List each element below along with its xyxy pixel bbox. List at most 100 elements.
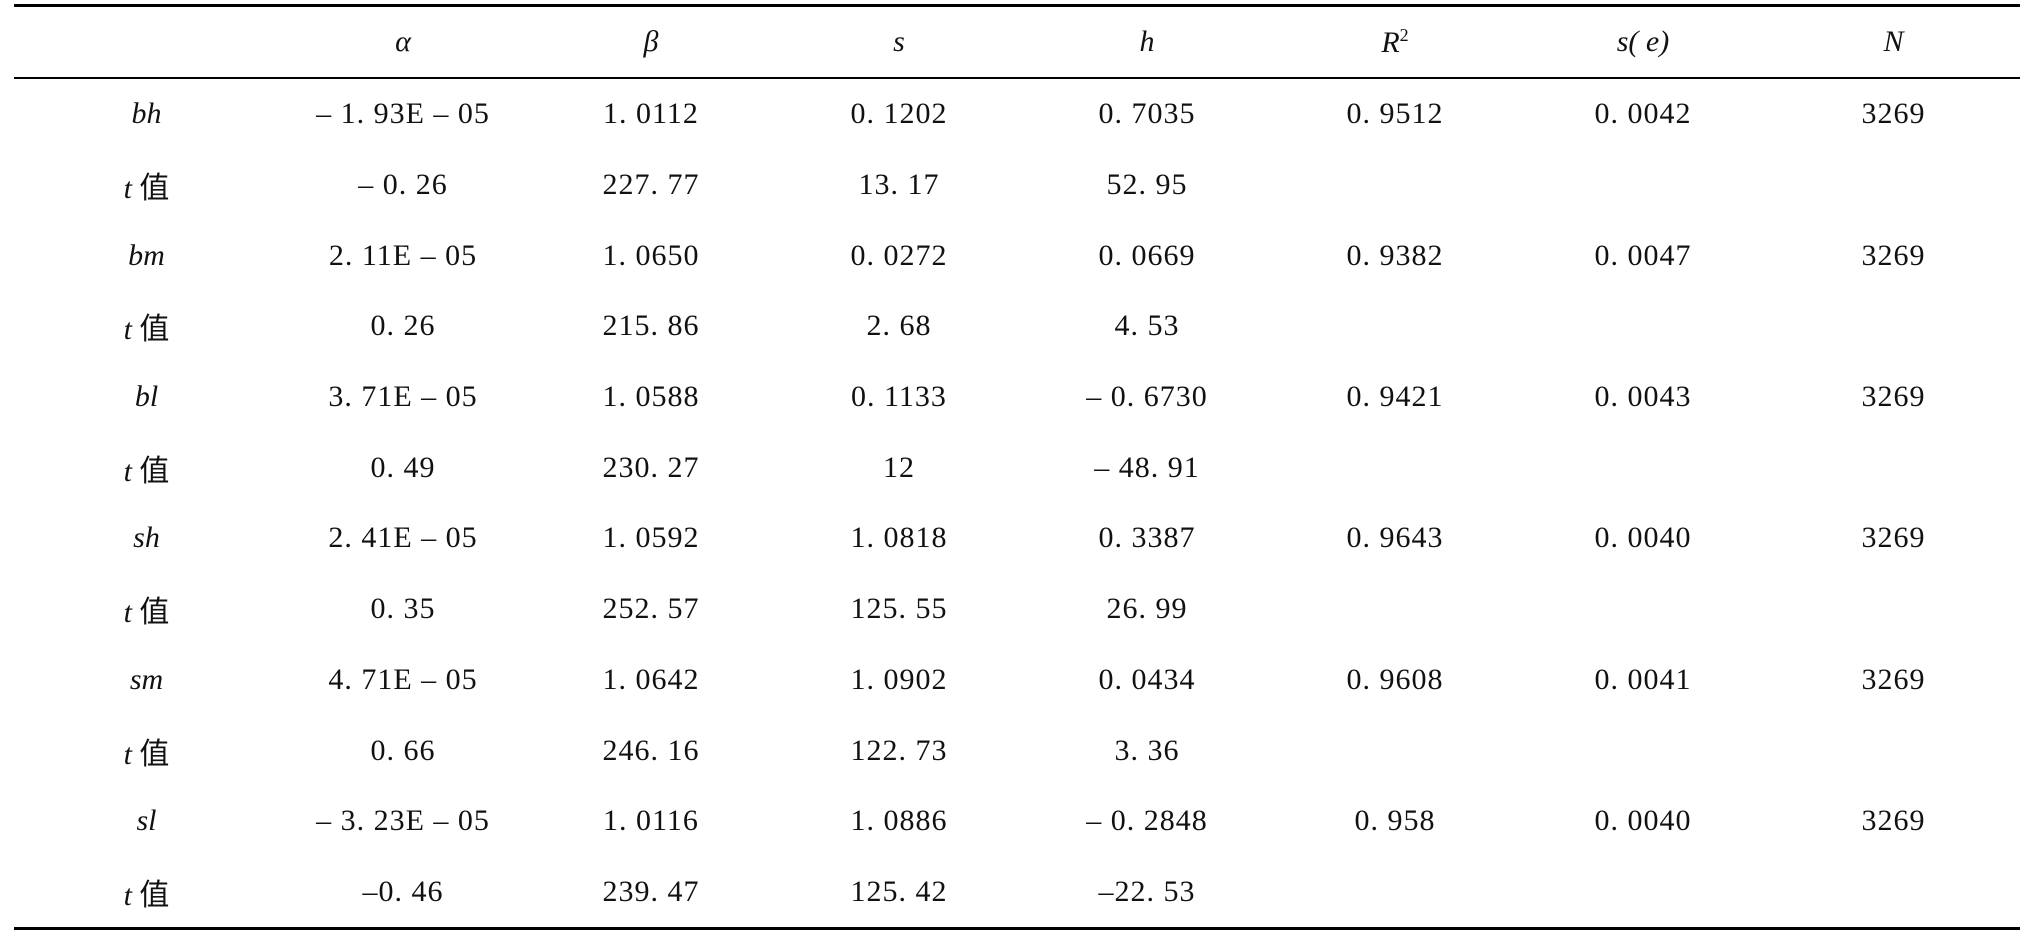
cell-beta: 252. 57 xyxy=(602,592,700,626)
cell-beta: 1. 0116 xyxy=(603,804,699,838)
header-rule xyxy=(14,77,2020,79)
cell-h: 4. 53 xyxy=(1114,309,1180,343)
cell-se: 0. 0043 xyxy=(1594,380,1692,414)
table-row: bl 3. 71E – 05 1. 0588 0. 1133 – 0. 6730 0. 9… xyxy=(14,362,2020,433)
cell-se: 0. 0047 xyxy=(1594,238,1692,272)
cell-se: 0. 0041 xyxy=(1594,662,1692,696)
cell-alpha: 2. 11E – 05 xyxy=(328,238,478,272)
table-row: t 值 – 0. 26 227. 77 13. 17 52. 95 xyxy=(14,150,2020,221)
row-label-text: t xyxy=(123,596,132,630)
cell-n: 3269 xyxy=(1861,662,1926,696)
cell-s: 1. 0818 xyxy=(850,521,948,555)
header-h: h xyxy=(1139,25,1155,58)
row-label-suffix: 值 xyxy=(139,171,170,207)
cell-h: – 0. 2848 xyxy=(1086,804,1208,838)
cell-r2 xyxy=(1271,857,1519,928)
cell-alpha: 0. 49 xyxy=(370,450,436,484)
regression-table: α β s h R2 s( e) N bh – 1. 93E – 05 1. 011… xyxy=(14,4,2020,931)
row-label-text: t xyxy=(123,737,132,771)
cell-se: 0. 0042 xyxy=(1594,97,1692,131)
cell-s: 125. 42 xyxy=(850,874,948,908)
cell-s: 1. 0886 xyxy=(850,804,948,838)
cell-s: 12 xyxy=(883,450,915,484)
cell-alpha: 3. 71E – 05 xyxy=(328,380,478,414)
row-label-text: t xyxy=(123,172,132,206)
header-r2-base: R xyxy=(1381,25,1400,59)
row-label: sl xyxy=(14,786,279,857)
cell-alpha: 2. 41E – 05 xyxy=(328,521,478,555)
row-label-text: bm xyxy=(128,238,165,272)
cell-h: 52. 95 xyxy=(1106,168,1188,202)
table-row: sl – 3. 23E – 05 1. 0116 1. 0886 – 0. 2848 0.… xyxy=(14,786,2020,857)
table-body: bh – 1. 93E – 05 1. 0112 0. 1202 0. 7035 0. 9… xyxy=(14,79,2020,927)
cell-beta: 1. 0112 xyxy=(603,97,699,131)
table-row: t 值 0. 49 230. 27 12 – 48. 91 xyxy=(14,432,2020,503)
row-label-suffix: 值 xyxy=(139,877,170,913)
cell-beta: 227. 77 xyxy=(602,168,700,202)
cell-beta: 1. 0650 xyxy=(602,238,700,272)
cell-h: 0. 0434 xyxy=(1098,662,1196,696)
table-header: α β s h R2 s( e) N xyxy=(14,7,2020,77)
cell-h: 26. 99 xyxy=(1106,592,1188,626)
cell-n xyxy=(1767,291,2020,362)
cell-h: 3. 36 xyxy=(1114,733,1180,767)
cell-r2 xyxy=(1271,291,1519,362)
cell-s: 1. 0902 xyxy=(850,662,948,696)
table-row: sm 4. 71E – 05 1. 0642 1. 0902 0. 0434 0. 960… xyxy=(14,645,2020,716)
table-row: t 值 –0. 46 239. 47 125. 42 –22. 53 xyxy=(14,857,2020,928)
row-label: t 值 xyxy=(14,291,279,362)
cell-r2 xyxy=(1271,715,1519,786)
cell-s: 2. 68 xyxy=(866,309,932,343)
header-n: N xyxy=(1883,25,1904,58)
row-label: t 值 xyxy=(14,574,279,645)
cell-s: 122. 73 xyxy=(850,733,948,767)
header-r2-sup: 2 xyxy=(1399,24,1409,45)
cell-alpha: 0. 26 xyxy=(370,309,436,343)
results-body-table: bh – 1. 93E – 05 1. 0112 0. 1202 0. 7035 0. 9… xyxy=(14,79,2020,927)
cell-se xyxy=(1519,857,1767,928)
row-label-text: sh xyxy=(133,521,160,555)
cell-r2: 0. 9421 xyxy=(1346,380,1444,414)
cell-se xyxy=(1519,574,1767,645)
cell-beta: 1. 0642 xyxy=(602,662,700,696)
top-rule xyxy=(14,4,2020,7)
cell-r2 xyxy=(1271,150,1519,221)
cell-h: – 0. 6730 xyxy=(1086,380,1208,414)
row-label: sh xyxy=(14,503,279,574)
row-label-suffix: 值 xyxy=(139,453,170,489)
cell-r2 xyxy=(1271,574,1519,645)
cell-r2: 0. 9382 xyxy=(1346,238,1444,272)
cell-alpha: –0. 46 xyxy=(362,874,444,908)
row-label-suffix: 值 xyxy=(139,312,170,348)
row-label-text: t xyxy=(123,878,132,912)
cell-beta: 246. 16 xyxy=(602,733,700,767)
cell-h: – 48. 91 xyxy=(1094,450,1200,484)
cell-n: 3269 xyxy=(1861,97,1926,131)
cell-n: 3269 xyxy=(1861,238,1926,272)
cell-r2: 0. 958 xyxy=(1354,804,1436,838)
row-label-suffix: 值 xyxy=(139,595,170,631)
header-beta: β xyxy=(643,25,659,58)
cell-beta: 239. 47 xyxy=(602,874,700,908)
cell-n xyxy=(1767,857,2020,928)
cell-h: –22. 53 xyxy=(1098,874,1196,908)
table-row: t 值 0. 26 215. 86 2. 68 4. 53 xyxy=(14,291,2020,362)
cell-n xyxy=(1767,574,2020,645)
row-label-text: t xyxy=(123,313,132,347)
row-label: t 值 xyxy=(14,150,279,221)
cell-beta: 230. 27 xyxy=(602,450,700,484)
cell-n: 3269 xyxy=(1861,804,1926,838)
row-label: bh xyxy=(14,79,279,150)
header-s: s xyxy=(893,25,905,58)
row-label-text: sm xyxy=(129,662,164,696)
header-empty xyxy=(14,7,279,77)
cell-n: 3269 xyxy=(1861,380,1926,414)
cell-r2: 0. 9512 xyxy=(1346,97,1444,131)
cell-se xyxy=(1519,291,1767,362)
cell-se xyxy=(1519,150,1767,221)
cell-r2: 0. 9643 xyxy=(1346,521,1444,555)
cell-s: 0. 0272 xyxy=(850,238,948,272)
row-label-suffix: 值 xyxy=(139,736,170,772)
row-label: sm xyxy=(14,645,279,716)
cell-n: 3269 xyxy=(1861,521,1926,555)
